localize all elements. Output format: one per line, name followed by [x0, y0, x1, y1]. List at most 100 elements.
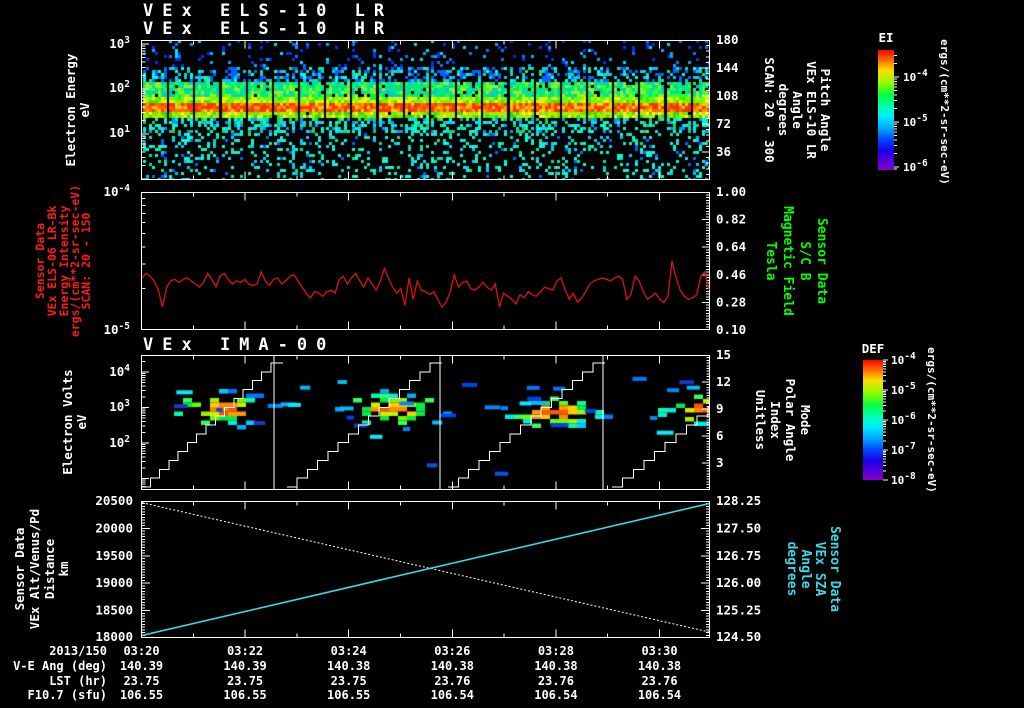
tick-label: 101 [109, 124, 130, 140]
panel4-y2-label-1: Sensor Data [827, 526, 842, 612]
colorbar-tick-label: 10-6 [891, 411, 916, 427]
label: 0.46 [716, 267, 746, 282]
label: 108 [716, 88, 739, 103]
els-spectrogram-canvas [141, 40, 710, 180]
label: 0.82 [716, 212, 746, 227]
colorbar-tick-label: 10-4 [903, 68, 928, 84]
value-label: 23.76 [538, 674, 574, 688]
panel4-y-label-3: Distance [42, 538, 57, 599]
panel1-y2-label-5: SCAN: 20 - 300 [762, 57, 777, 162]
label: 12 [716, 374, 731, 389]
panel4-y2-label-4: degrees [784, 542, 799, 597]
label: 15 [716, 347, 731, 362]
panel-frame [141, 355, 710, 490]
value-label: 140.38 [638, 659, 681, 673]
label: 19500 [95, 548, 133, 563]
colorbar-tick-label: 10-5 [903, 113, 928, 129]
label: 72 [716, 116, 731, 131]
mode-staircase [141, 362, 709, 488]
time-label: 03:28 [538, 644, 574, 658]
row-label-ve-ang: V-E Ang (deg) [13, 659, 107, 673]
ima-spectrogram-canvas [141, 355, 710, 490]
panel2-y2-label-2: S/C B [797, 241, 812, 280]
value-label: 23.75 [227, 674, 263, 688]
time-label: 03:22 [227, 644, 263, 658]
value-label: 23.75 [331, 674, 367, 688]
row-label-lst: LST (hr) [49, 674, 107, 688]
panel-frame [141, 40, 710, 180]
time-label: 03:26 [434, 644, 470, 658]
tick-label: 10-4 [103, 183, 130, 199]
label: 126.75 [716, 548, 761, 563]
value-label: 140.38 [534, 659, 577, 673]
panel1-title-line1: VEx ELS-10 LR [143, 1, 393, 21]
colorbar-tick-label: 10-5 [891, 381, 916, 397]
time-label: 03:20 [123, 644, 159, 658]
value-label: 140.39 [120, 659, 163, 673]
label: 18000 [95, 629, 133, 644]
panel2-y-label-4: ergs/(cm**2-sr-sec-eV) [68, 185, 82, 337]
label: 6 [716, 428, 724, 443]
panel2-y2-label-3: Magnetic Field [780, 206, 795, 316]
tick-label: 10-5 [103, 321, 130, 337]
panel1-title-line2: VEx ELS-10 HR [143, 19, 393, 39]
label: 20000 [95, 520, 133, 535]
label: 126.00 [716, 575, 761, 590]
panel4-y2-label-3: Angle [798, 549, 813, 588]
value-label: 106.55 [223, 688, 266, 702]
colorbar-tick-label: 10-8 [891, 471, 916, 487]
tick-label: 104 [109, 363, 130, 379]
value-label: 23.76 [434, 674, 470, 688]
row-label-f107: F10.7 (sfu) [28, 688, 107, 702]
label: 19000 [95, 575, 133, 590]
label: 128.25 [716, 493, 761, 508]
panel2-y-label-5: SCAN: 20 - 150 [79, 212, 93, 309]
value-label: 106.55 [120, 688, 163, 702]
colorbar2-unit: ergs/(cm**2-sr-sec-eV) [925, 347, 938, 493]
value-label: 140.39 [223, 659, 266, 673]
date-label: 2013/150 [49, 644, 107, 658]
value-label: 106.55 [327, 688, 370, 702]
panel3-y2-label-3: Index [768, 401, 783, 439]
label: 36 [716, 144, 731, 159]
panel3-y-label: Electron Volts [60, 369, 75, 474]
tick-label: 102 [109, 79, 130, 95]
panel3-y2-label-4: Unitless [753, 390, 768, 450]
colorbar2-label: DEF [862, 341, 885, 356]
tick-label: 103 [109, 398, 130, 414]
panel3-title: VEx IMA-00 [143, 335, 335, 355]
sza-line [141, 502, 710, 637]
colorbar1-unit: ergs/(cm**2-sr-sec-eV) [938, 39, 951, 185]
label: 127.50 [716, 520, 761, 535]
label: 0.28 [716, 294, 746, 309]
colorbar-tick-label: 10-7 [891, 441, 916, 457]
distance-line [141, 502, 710, 633]
panel3-y-unit: eV [74, 414, 89, 430]
value-label: 23.75 [123, 674, 159, 688]
value-label: 106.54 [638, 688, 681, 702]
value-label: 140.38 [327, 659, 370, 673]
label: 0.10 [716, 322, 746, 337]
panel4-y-label-4: km [56, 561, 71, 577]
panel-frame [141, 192, 710, 330]
label: 144 [716, 60, 739, 75]
panel2-y-label-1: Sensor Data [33, 223, 47, 299]
panel1-y2-label-1: Pitch Angle [818, 69, 833, 152]
tick-label: 103 [109, 35, 130, 51]
panel-frame [141, 501, 710, 638]
panel1-y2-label-3: Angle [790, 91, 805, 129]
panel2-y2-label-4: Tesla [763, 241, 778, 280]
colorbar1-gradient [878, 50, 894, 170]
panel4-y-label-1: Sensor Data [12, 528, 27, 611]
panel1-y2-label-4: degrees [776, 84, 791, 137]
label: 1.00 [716, 184, 746, 199]
els06-intensity-trace [141, 260, 710, 309]
panel1-y2-label-2: VEx ELS-10 LR [804, 61, 819, 159]
value-label: 23.76 [641, 674, 677, 688]
label: 20500 [95, 493, 133, 508]
colorbar-tick-label: 10-6 [903, 158, 928, 174]
panel1-y-label: Electron Energy [63, 53, 78, 166]
label: 124.50 [716, 629, 761, 644]
